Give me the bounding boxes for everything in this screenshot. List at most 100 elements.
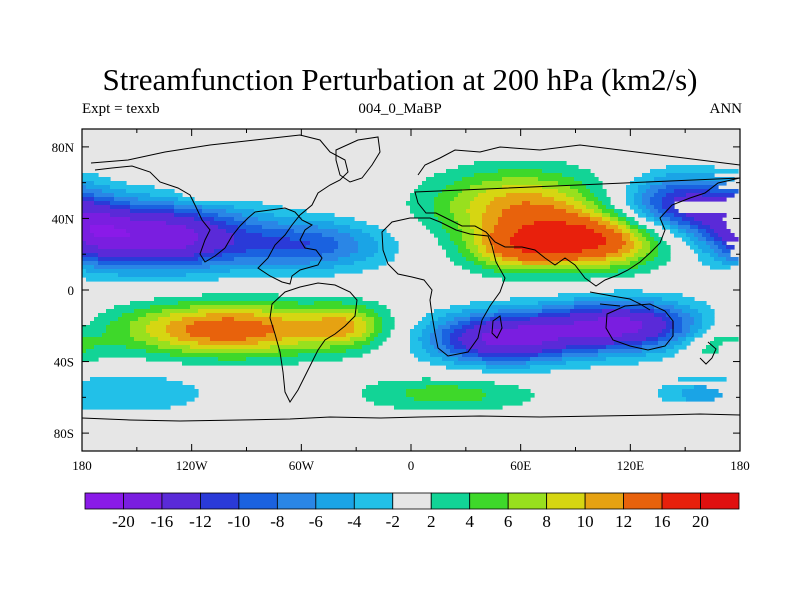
contour-cell (354, 325, 367, 330)
contour-cell (298, 341, 355, 346)
colorbar-label: -10 (228, 512, 251, 531)
contour-cell (474, 325, 519, 330)
contour-cell (678, 301, 707, 306)
contour-cell (82, 209, 131, 214)
contour-cell (654, 309, 671, 314)
contour-cell (650, 241, 659, 246)
contour-cell (486, 361, 527, 366)
y-tick-label: 40N (52, 211, 75, 226)
contour-cell (82, 337, 135, 342)
colorbar-label: -16 (151, 512, 174, 531)
contour-cell (666, 349, 679, 354)
contour-cell (658, 249, 671, 254)
contour-cell (710, 253, 719, 258)
contour-cell (462, 353, 479, 358)
contour-cell (442, 341, 451, 346)
contour-cell (370, 333, 379, 338)
contour-cell (674, 197, 727, 202)
contour-cell (626, 193, 635, 198)
contour-cell (446, 169, 499, 174)
contour-cell (130, 233, 199, 238)
contour-cell (418, 357, 443, 362)
contour-cell (678, 377, 727, 382)
contour-cell (598, 245, 623, 250)
contour-cell (370, 341, 383, 346)
contour-cell (246, 357, 343, 362)
chart-title: Streamfunction Perturbation at 200 hPa (… (102, 62, 698, 97)
contour-cell (194, 253, 223, 258)
contour-cell (150, 305, 191, 310)
contour-cell (646, 337, 659, 342)
contour-cell (94, 265, 211, 270)
contour-cell (662, 317, 671, 322)
case-label: 004_0_MaBP (358, 101, 442, 117)
contour-cell (438, 193, 459, 198)
season-label: ANN (709, 101, 743, 117)
contour-cell (446, 253, 463, 258)
contour-cell (438, 325, 451, 330)
contour-cell (254, 209, 307, 214)
contour-cell (82, 401, 187, 406)
contour-cell (510, 297, 575, 302)
contour-cell (82, 221, 167, 226)
contour-cell (706, 237, 715, 242)
contour-cell (590, 217, 603, 222)
contour-cell (146, 329, 167, 334)
contour-cell (570, 313, 655, 318)
contour-cell (582, 193, 595, 198)
contour-cell (434, 233, 451, 238)
contour-cell (570, 309, 603, 314)
contour-cell (346, 333, 363, 338)
contour-cell (630, 309, 655, 314)
contour-cell (642, 345, 663, 350)
contour-cell (114, 305, 151, 310)
contour-cell (486, 249, 495, 254)
contour-cell (642, 341, 659, 346)
contour-cell (630, 221, 639, 226)
contour-cell (682, 389, 719, 394)
contour-cell (638, 249, 651, 254)
contour-cell (638, 257, 655, 262)
contour-cell (350, 233, 371, 238)
contour-cell (338, 229, 363, 234)
contour-cell (442, 221, 459, 226)
contour-cell (294, 229, 339, 234)
contour-cell (542, 169, 591, 174)
contour-cell (478, 349, 543, 354)
contour-cell (462, 309, 499, 314)
contour-cell (458, 221, 471, 226)
contour-cell (374, 237, 395, 242)
contour-cell (450, 205, 471, 210)
contour-cell (702, 325, 711, 330)
contour-cell (378, 245, 399, 250)
contour-cell (654, 305, 675, 310)
contour-cell (498, 309, 543, 314)
contour-cell (486, 393, 535, 398)
contour-cell (102, 189, 127, 194)
colorbar-swatch (507, 492, 548, 510)
contour-cell (130, 209, 175, 214)
contour-cell (594, 229, 615, 234)
contour-cell (438, 317, 455, 322)
contour-cell (322, 233, 351, 238)
contour-cell (702, 349, 719, 354)
contour-cell (674, 325, 683, 330)
contour-cell (450, 333, 463, 338)
contour-cell (650, 201, 663, 206)
contour-cell (218, 357, 247, 362)
contour-cell (110, 185, 155, 190)
contour-cell (482, 237, 491, 242)
contour-cell (694, 241, 707, 246)
contour-cell (322, 253, 351, 258)
contour-cell (686, 397, 715, 402)
contour-cell (170, 333, 191, 338)
contour-cell (346, 317, 363, 322)
contour-cell (442, 245, 459, 250)
colorbar-swatch (584, 492, 624, 510)
contour-cell (430, 341, 443, 346)
contour-cell (366, 313, 379, 318)
contour-cell (350, 253, 375, 258)
contour-cell (470, 217, 483, 222)
contour-cell (378, 313, 391, 318)
contour-cell (510, 205, 555, 210)
